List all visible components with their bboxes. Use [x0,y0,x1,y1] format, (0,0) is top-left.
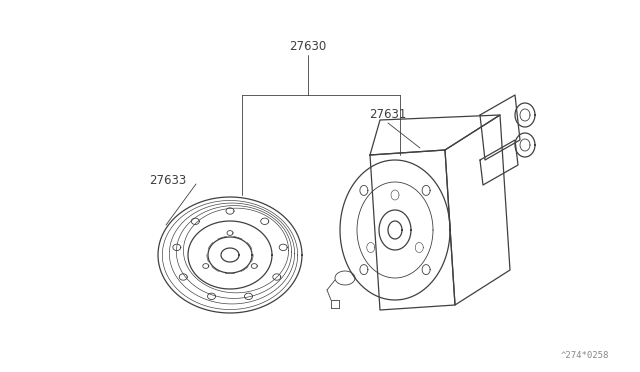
Text: 27633: 27633 [149,173,187,186]
Text: 27631: 27631 [369,109,406,122]
Text: ^274*0258: ^274*0258 [561,350,609,359]
Text: 27630: 27630 [289,41,326,54]
